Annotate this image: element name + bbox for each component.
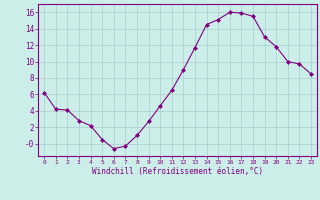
X-axis label: Windchill (Refroidissement éolien,°C): Windchill (Refroidissement éolien,°C) (92, 167, 263, 176)
